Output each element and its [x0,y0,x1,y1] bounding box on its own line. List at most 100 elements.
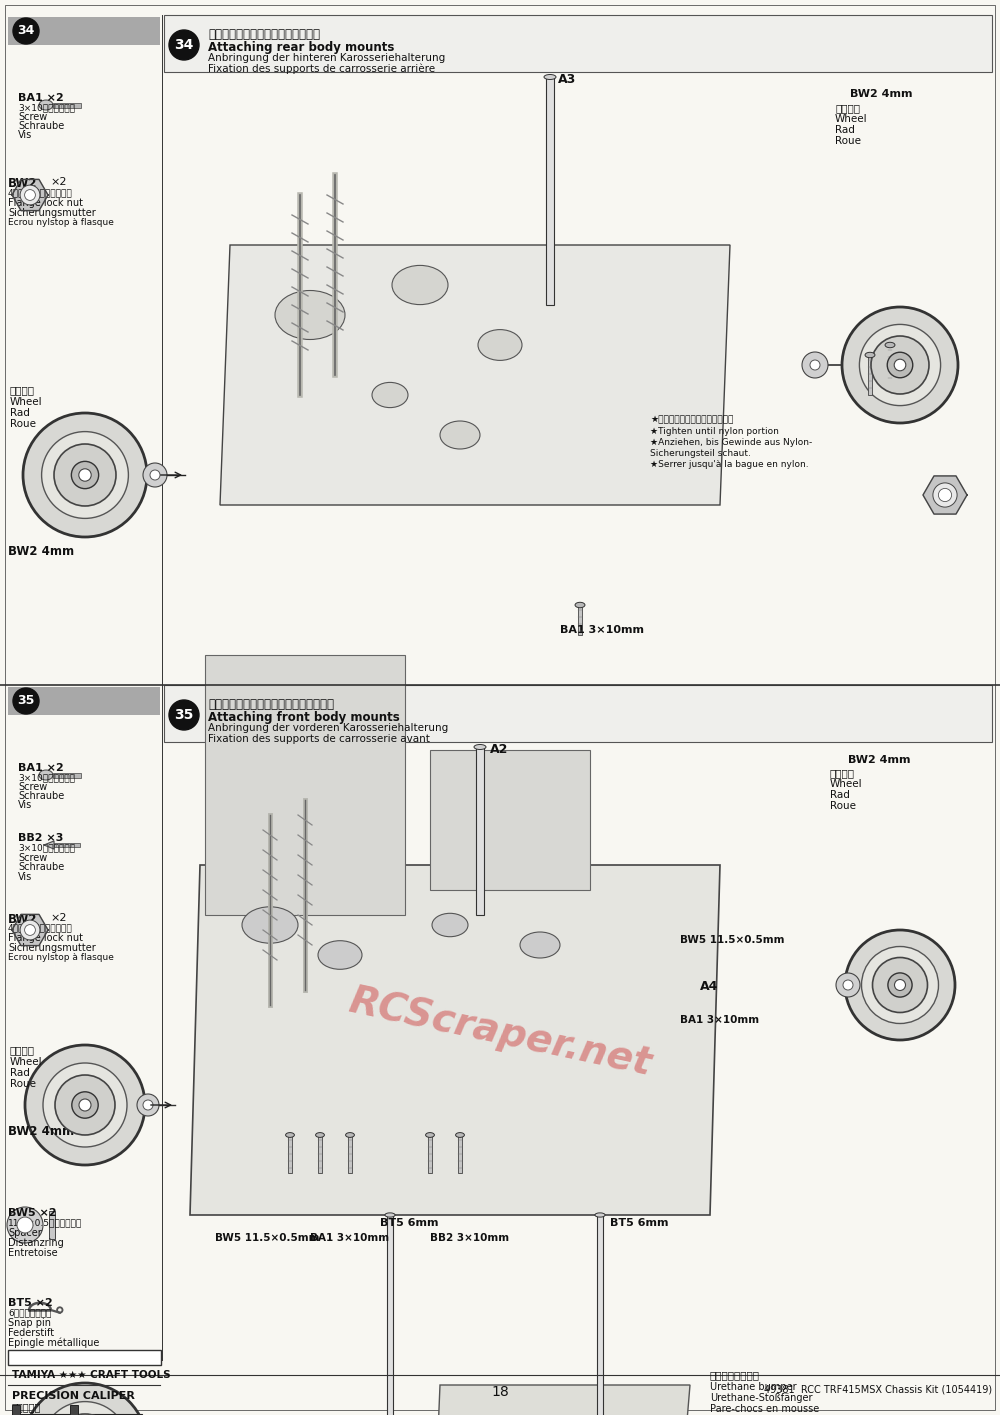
Text: 3×10㎜六角丸ビス: 3×10㎜六角丸ビス [18,773,75,782]
Bar [428,1135,432,1173]
Ellipse shape [392,266,448,304]
Ellipse shape [275,290,345,340]
Text: 34: 34 [17,24,35,38]
Text: BW2 4mm: BW2 4mm [8,1125,74,1138]
Text: BB2 3×10mm: BB2 3×10mm [430,1232,509,1242]
Circle shape [169,700,199,730]
Text: ×2: ×2 [50,913,66,923]
Text: Screw: Screw [18,782,47,792]
Text: BB2 ×3: BB2 ×3 [18,833,63,843]
Circle shape [42,432,128,518]
Polygon shape [44,841,54,849]
Text: ホイール: ホイール [830,768,855,778]
Text: 精密ノギス: 精密ノギス [12,1402,41,1412]
Ellipse shape [372,382,408,408]
Bar [54,843,80,848]
Polygon shape [12,180,48,211]
Polygon shape [220,245,730,505]
Text: Flange lock nut: Flange lock nut [8,198,83,208]
Circle shape [872,958,928,1013]
Text: 18: 18 [491,1385,509,1399]
Text: 《リヤボディマウントの取り付け》: 《リヤボディマウントの取り付け》 [208,28,320,41]
Circle shape [894,359,906,371]
Circle shape [871,335,929,393]
Text: Sicherungsteil schaut.: Sicherungsteil schaut. [650,449,751,458]
Text: Roue: Roue [10,1080,36,1090]
Text: Fixation des supports de carrosserie avant: Fixation des supports de carrosserie ava… [208,734,430,744]
Circle shape [7,1207,43,1242]
Text: Rad: Rad [10,408,30,417]
Text: Roue: Roue [10,419,36,429]
Bar [70,1405,78,1415]
Polygon shape [435,1385,690,1415]
Circle shape [13,688,39,715]
Text: 3×10㎜六角丸ビス: 3×10㎜六角丸ビス [18,103,75,112]
Text: 35: 35 [174,708,194,722]
Circle shape [862,947,938,1023]
Ellipse shape [595,1213,605,1217]
Circle shape [13,18,39,44]
Text: Sicherungsmutter: Sicherungsmutter [8,942,96,952]
Text: Screw: Screw [18,112,47,122]
Text: 6㎜スナップピン: 6㎜スナップピン [8,1307,51,1317]
Circle shape [938,488,952,501]
Text: Wheel: Wheel [10,398,43,408]
Circle shape [169,30,199,59]
Circle shape [836,974,860,998]
Text: Anbringung der hinteren Karosseriehalterung: Anbringung der hinteren Karosseriehalter… [208,52,445,64]
Text: Flange lock nut: Flange lock nut [8,932,83,942]
Text: Rad: Rad [835,125,855,134]
Circle shape [54,444,116,507]
Text: Fixation des supports de carrosserie arrière: Fixation des supports de carrosserie arr… [208,64,435,75]
Circle shape [895,979,906,990]
Ellipse shape [385,1213,395,1217]
Text: Entretoise: Entretoise [8,1248,58,1258]
Ellipse shape [316,1132,324,1138]
Ellipse shape [318,941,362,969]
Bar [578,606,582,635]
Text: BW2: BW2 [8,177,38,190]
Text: ★Anziehen, bis Gewinde aus Nylon-: ★Anziehen, bis Gewinde aus Nylon- [650,439,812,447]
Text: A3: A3 [558,74,576,86]
Text: 4㎜フランジロックナット: 4㎜フランジロックナット [8,923,73,932]
Text: Roue: Roue [835,136,861,146]
Ellipse shape [39,770,53,780]
Ellipse shape [286,1132,294,1138]
Ellipse shape [242,907,298,944]
Circle shape [43,1063,127,1148]
Ellipse shape [456,1132,464,1138]
Text: Vis: Vis [18,799,32,809]
Text: Sicherungsmutter: Sicherungsmutter [8,208,96,218]
Text: ★Serrer jusqu'à la bague en nylon.: ★Serrer jusqu'à la bague en nylon. [650,460,809,468]
Bar [8,688,160,715]
Bar [318,1135,322,1173]
Text: BT5 6mm: BT5 6mm [380,1218,438,1228]
Text: Federstift: Federstift [8,1329,54,1339]
Circle shape [17,1217,33,1232]
Text: Vis: Vis [18,130,32,140]
Bar [12,1405,20,1415]
Bar [53,102,81,108]
Text: Vis: Vis [18,872,32,882]
Text: Attaching front body mounts: Attaching front body mounts [208,710,400,724]
Ellipse shape [575,603,585,607]
Circle shape [845,930,955,1040]
Text: Distanzring: Distanzring [8,1238,64,1248]
Bar [868,355,872,395]
Text: BT5 ×2: BT5 ×2 [8,1298,53,1307]
Text: Wheel: Wheel [830,780,863,790]
Circle shape [20,185,40,205]
Circle shape [79,1099,91,1111]
Text: BW2 4mm: BW2 4mm [8,545,74,558]
Bar [164,16,992,72]
Text: Ecrou nylstop à flasque: Ecrou nylstop à flasque [8,218,114,226]
Circle shape [810,359,820,369]
Text: Anbringung der vorderen Karosseriehalterung: Anbringung der vorderen Karosseriehalter… [208,723,448,733]
Bar [8,1350,161,1365]
Bar [288,1135,292,1173]
Text: TAMIYA ★★★ CRAFT TOOLS: TAMIYA ★★★ CRAFT TOOLS [12,1370,171,1380]
Circle shape [933,483,957,507]
Bar [888,345,892,385]
Bar [205,655,405,916]
Polygon shape [190,865,720,1215]
